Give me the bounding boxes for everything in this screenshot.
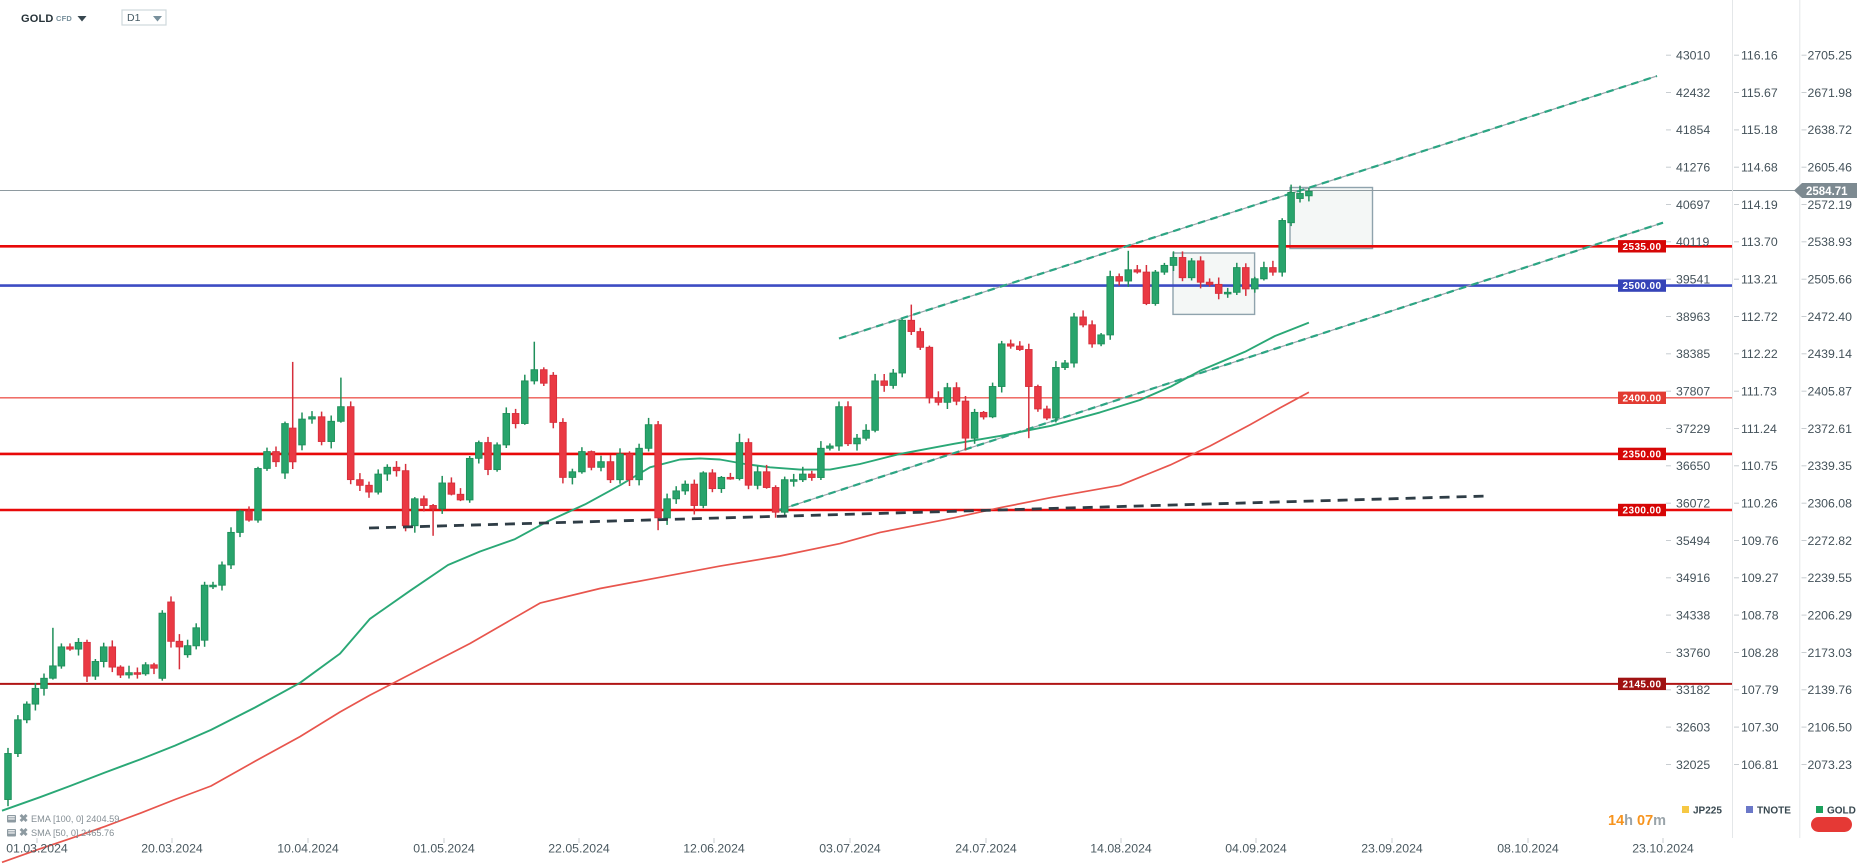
svg-text:110.26: 110.26 bbox=[1741, 497, 1778, 511]
svg-text:2206.29: 2206.29 bbox=[1808, 608, 1853, 622]
svg-text:2372.61: 2372.61 bbox=[1808, 422, 1853, 436]
svg-text:115.67: 115.67 bbox=[1741, 86, 1778, 100]
svg-text:34338: 34338 bbox=[1676, 608, 1710, 622]
svg-text:01.03.2024: 01.03.2024 bbox=[6, 842, 68, 856]
svg-text:41854: 41854 bbox=[1676, 123, 1710, 137]
svg-text:2439.14: 2439.14 bbox=[1808, 347, 1853, 361]
svg-text:22.05.2024: 22.05.2024 bbox=[548, 842, 610, 856]
svg-text:GOLD: GOLD bbox=[1827, 806, 1856, 817]
svg-text:✖: ✖ bbox=[19, 827, 28, 839]
svg-text:GOLD: GOLD bbox=[21, 13, 54, 25]
svg-text:✖: ✖ bbox=[19, 813, 28, 825]
svg-text:2339.35: 2339.35 bbox=[1808, 459, 1853, 473]
svg-text:2173.03: 2173.03 bbox=[1808, 646, 1853, 660]
svg-text:39541: 39541 bbox=[1676, 273, 1710, 287]
svg-text:14h 07m: 14h 07m bbox=[1608, 813, 1666, 829]
svg-text:2106.50: 2106.50 bbox=[1808, 720, 1853, 734]
svg-text:2239.55: 2239.55 bbox=[1808, 571, 1853, 585]
svg-text:36650: 36650 bbox=[1676, 459, 1710, 473]
svg-text:04.09.2024: 04.09.2024 bbox=[1225, 842, 1287, 856]
svg-text:40697: 40697 bbox=[1676, 198, 1710, 212]
svg-text:EMA [100, 0] 2404.59: EMA [100, 0] 2404.59 bbox=[31, 814, 119, 824]
svg-text:23.09.2024: 23.09.2024 bbox=[1361, 842, 1423, 856]
svg-text:37807: 37807 bbox=[1676, 385, 1710, 399]
svg-text:114.68: 114.68 bbox=[1741, 161, 1778, 175]
svg-text:23.10.2024: 23.10.2024 bbox=[1632, 842, 1694, 856]
svg-text:2505.66: 2505.66 bbox=[1808, 273, 1853, 287]
svg-text:03.07.2024: 03.07.2024 bbox=[819, 842, 881, 856]
svg-text:33182: 33182 bbox=[1676, 683, 1710, 697]
svg-text:116.16: 116.16 bbox=[1741, 49, 1778, 63]
svg-text:107.79: 107.79 bbox=[1741, 683, 1779, 697]
svg-text:2350.00: 2350.00 bbox=[1623, 450, 1662, 461]
svg-text:12.06.2024: 12.06.2024 bbox=[683, 842, 745, 856]
svg-text:24.07.2024: 24.07.2024 bbox=[955, 842, 1017, 856]
svg-text:114.19: 114.19 bbox=[1741, 198, 1778, 212]
svg-text:41276: 41276 bbox=[1676, 161, 1710, 175]
svg-text:113.70: 113.70 bbox=[1741, 235, 1778, 249]
svg-text:SMA [50, 0] 2465.76: SMA [50, 0] 2465.76 bbox=[31, 828, 114, 838]
svg-text:40119: 40119 bbox=[1676, 235, 1709, 249]
svg-text:2400.00: 2400.00 bbox=[1623, 393, 1662, 404]
svg-text:2535.00: 2535.00 bbox=[1623, 242, 1662, 253]
svg-text:113.21: 113.21 bbox=[1741, 273, 1778, 287]
svg-text:2472.40: 2472.40 bbox=[1808, 310, 1853, 324]
svg-text:D1: D1 bbox=[127, 12, 141, 24]
svg-text:34916: 34916 bbox=[1676, 571, 1710, 585]
svg-text:107.30: 107.30 bbox=[1741, 720, 1779, 734]
svg-text:2073.23: 2073.23 bbox=[1808, 758, 1853, 772]
svg-text:35494: 35494 bbox=[1676, 534, 1710, 548]
svg-text:109.76: 109.76 bbox=[1741, 534, 1779, 548]
svg-text:20.03.2024: 20.03.2024 bbox=[141, 842, 203, 856]
svg-text:CFD: CFD bbox=[56, 14, 72, 23]
svg-text:115.18: 115.18 bbox=[1741, 123, 1778, 137]
svg-text:2572.19: 2572.19 bbox=[1808, 198, 1853, 212]
svg-text:2584.71: 2584.71 bbox=[1806, 186, 1848, 198]
svg-text:38963: 38963 bbox=[1676, 310, 1710, 324]
svg-text:TNOTE: TNOTE bbox=[1757, 806, 1791, 817]
svg-text:112.72: 112.72 bbox=[1741, 310, 1778, 324]
svg-text:14.08.2024: 14.08.2024 bbox=[1090, 842, 1152, 856]
svg-text:2705.25: 2705.25 bbox=[1808, 49, 1853, 63]
svg-text:2671.98: 2671.98 bbox=[1808, 86, 1853, 100]
svg-text:2538.93: 2538.93 bbox=[1808, 235, 1853, 249]
svg-text:2405.87: 2405.87 bbox=[1808, 385, 1853, 399]
svg-text:2272.82: 2272.82 bbox=[1808, 534, 1853, 548]
svg-text:106.81: 106.81 bbox=[1741, 758, 1779, 772]
svg-text:2638.72: 2638.72 bbox=[1808, 123, 1853, 137]
svg-text:32025: 32025 bbox=[1676, 758, 1710, 772]
svg-text:01.05.2024: 01.05.2024 bbox=[413, 842, 475, 856]
svg-text:10.04.2024: 10.04.2024 bbox=[277, 842, 339, 856]
svg-text:2500.00: 2500.00 bbox=[1623, 281, 1662, 292]
svg-text:2605.46: 2605.46 bbox=[1808, 161, 1853, 175]
svg-text:108.78: 108.78 bbox=[1741, 608, 1779, 622]
svg-text:111.73: 111.73 bbox=[1741, 385, 1777, 399]
svg-text:110.75: 110.75 bbox=[1741, 459, 1778, 473]
svg-text:2306.08: 2306.08 bbox=[1808, 497, 1853, 511]
svg-text:43010: 43010 bbox=[1676, 49, 1710, 63]
svg-text:109.27: 109.27 bbox=[1741, 571, 1779, 585]
svg-text:36072: 36072 bbox=[1676, 497, 1710, 511]
svg-text:2139.76: 2139.76 bbox=[1808, 683, 1853, 697]
svg-text:112.22: 112.22 bbox=[1741, 347, 1778, 361]
svg-text:2145.00: 2145.00 bbox=[1623, 680, 1662, 691]
svg-text:38385: 38385 bbox=[1676, 347, 1710, 361]
svg-text:111.24: 111.24 bbox=[1741, 422, 1777, 436]
svg-text:108.28: 108.28 bbox=[1741, 646, 1779, 660]
svg-text:33760: 33760 bbox=[1676, 646, 1710, 660]
svg-text:2300.00: 2300.00 bbox=[1623, 506, 1662, 517]
svg-text:42432: 42432 bbox=[1676, 86, 1710, 100]
svg-text:37229: 37229 bbox=[1676, 422, 1710, 436]
svg-text:JP225: JP225 bbox=[1693, 806, 1722, 817]
svg-text:08.10.2024: 08.10.2024 bbox=[1497, 842, 1559, 856]
svg-text:32603: 32603 bbox=[1676, 720, 1710, 734]
